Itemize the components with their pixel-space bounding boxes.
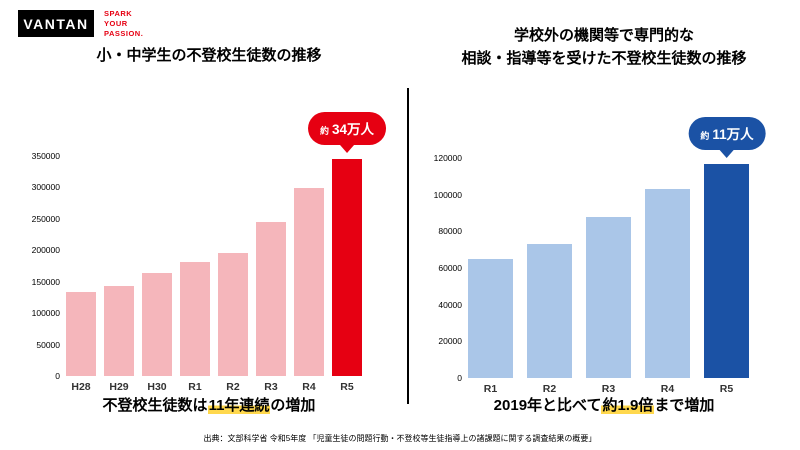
bar-column-H28: H28 (66, 156, 96, 393)
y-axis: 0 20000 40000 60000 80000 100000 120000 (418, 153, 462, 383)
caption-highlight: 約1.9倍 (601, 397, 655, 414)
title-line: 学校外の機関等で専門的な (513, 27, 694, 44)
callout-prefix: 約 (700, 130, 710, 141)
slogan-line: PASSION. (104, 29, 144, 39)
y-tick-label: 300000 (31, 182, 60, 193)
callout-value: 11万人 (712, 126, 754, 142)
bar-column-R4: R4 (294, 156, 324, 393)
slogan-line: YOUR (104, 19, 128, 29)
bar-R4 (645, 189, 690, 378)
caption-text: 2019年と比べて (493, 397, 602, 414)
logo-text: VANTAN (23, 15, 89, 32)
brand-slogan: SPARK YOUR PASSION. (104, 9, 143, 39)
y-tick-label: 0 (457, 373, 462, 383)
x-tick-label: R1 (188, 381, 202, 393)
plot-area: 約 11万人 R1 R2 R3 R4 R5 (468, 116, 766, 395)
x-tick-label: R4 (302, 381, 316, 393)
bar-column-R5: R5 (332, 156, 362, 393)
bar-column-R4: R4 (645, 158, 690, 395)
slogan-line: SPARK (104, 9, 133, 18)
x-tick-label: R2 (542, 383, 557, 395)
bar-R1 (468, 258, 513, 378)
y-tick-label: 40000 (438, 299, 462, 310)
bar-H29 (104, 285, 134, 376)
x-tick-label: R3 (601, 383, 616, 395)
bar-H28 (66, 292, 96, 376)
y-tick-label: 150000 (31, 276, 60, 287)
x-tick-label: R5 (340, 381, 354, 393)
right-chart: 0 20000 40000 60000 80000 100000 120000 約 11万人… (418, 116, 766, 395)
bar-column-R3: R3 (256, 156, 286, 393)
y-tick-label: 100000 (31, 308, 60, 319)
bar-R3 (256, 222, 286, 376)
bar-R3 (586, 216, 631, 378)
y-tick-label: 60000 (438, 263, 462, 273)
y-tick-label: 120000 (433, 153, 462, 163)
bar-column-R1: R1 (468, 158, 513, 395)
y-tick-label: 50000 (36, 339, 60, 350)
x-tick-label: H30 (147, 381, 167, 393)
callout: 約 11万人 (688, 116, 766, 150)
callout-value: 34万人 (331, 121, 375, 137)
x-tick-label: R5 (719, 383, 734, 395)
caption-text: 不登校生徒数は (102, 397, 208, 414)
x-tick-label: R3 (264, 381, 278, 393)
bar-R5 (704, 163, 749, 378)
title-line: 小・中学生の不登校生徒数の推移 (96, 47, 322, 64)
callout-prefix: 約 (319, 125, 329, 136)
bar-R2 (527, 244, 572, 378)
x-tick-label: H29 (109, 381, 129, 393)
plot-area: 約 34万人 H28 H29 H30 R1 R2 R3 R4 R5 (66, 111, 387, 393)
y-tick-label: 350000 (31, 151, 60, 161)
callout: 約 34万人 (307, 111, 387, 145)
caption-highlight: 11年連続 (207, 397, 271, 414)
bar-R2 (218, 252, 248, 376)
x-tick-label: R2 (226, 381, 240, 393)
x-tick-label: H28 (71, 381, 91, 393)
vertical-divider (407, 88, 409, 404)
y-tick-label: 20000 (438, 336, 462, 347)
left-chart-caption: 不登校生徒数は11年連続の増加 (18, 394, 400, 415)
left-chart-title: 小・中学生の不登校生徒数の推移 (18, 44, 400, 67)
bar-column-H30: H30 (142, 156, 172, 393)
bar-R1 (180, 262, 210, 376)
title-line: 相談・指導等を受けた不登校生徒数の推移 (461, 50, 747, 68)
caption-text: の増加 (270, 397, 316, 414)
y-tick-label: 100000 (433, 189, 462, 200)
bar-column-R2: R2 (218, 156, 248, 393)
bar-column-R3: R3 (586, 158, 631, 395)
y-tick-label: 200000 (31, 245, 60, 256)
bar-R5 (332, 158, 362, 376)
x-tick-label: R1 (483, 383, 498, 395)
bar-column-R1: R1 (180, 156, 210, 393)
left-chart: 0 50000 100000 150000 200000 250000 300000 3500… (18, 111, 387, 393)
y-tick-label: 250000 (31, 213, 60, 224)
x-tick-label: R4 (660, 383, 675, 395)
y-tick-label: 80000 (438, 226, 462, 237)
bar-column-R2: R2 (527, 158, 572, 395)
right-chart-title: 学校外の機関等で専門的な 相談・指導等を受けた不登校生徒数の推移 (418, 24, 790, 71)
vantan-logo: VANTAN (18, 10, 94, 37)
bar-H30 (142, 272, 172, 376)
bar-column-R5: R5 (704, 158, 749, 395)
y-axis: 0 50000 100000 150000 200000 250000 300000 3500… (18, 151, 60, 381)
bar-column-H29: H29 (104, 156, 134, 393)
caption-text: まで増加 (654, 397, 715, 414)
source-note: 出典：文部科学省 令和5年度 「児童生徒の問題行動・不登校等生徒指導上の諸課題に… (203, 434, 597, 443)
right-chart-caption: 2019年と比べて約1.9倍まで増加 (418, 394, 790, 415)
y-tick-label: 0 (55, 371, 60, 381)
bar-R4 (294, 188, 324, 376)
